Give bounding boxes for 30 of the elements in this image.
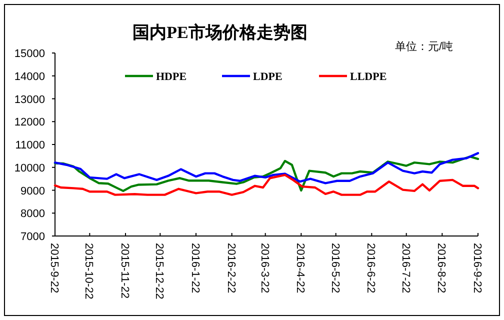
x-tick-label: 2015-12-22	[153, 243, 166, 300]
y-tick-label: 8000	[20, 208, 45, 220]
legend-label: LDPE	[253, 71, 282, 83]
x-tick-label: 2015-10-22	[82, 243, 95, 300]
x-tick-label: 2016-8-22	[435, 243, 448, 294]
x-tick-label: 2016-6-22	[364, 243, 377, 294]
x-tick-label: 2015-9-22	[48, 243, 60, 294]
x-tick-label: 2016-2-22	[224, 243, 237, 294]
x-tick-label: 2016-4-22	[294, 243, 306, 294]
y-tick-label: 7000	[20, 231, 45, 243]
y-tick-label: 15000	[14, 48, 45, 60]
legend-label: LLDPE	[350, 71, 387, 83]
x-tick-label: 2016-9-22	[471, 243, 483, 294]
y-tick-label: 11000	[15, 140, 45, 152]
x-tick-label: 2016-3-22	[258, 243, 270, 294]
y-tick-label: 10000	[14, 162, 45, 174]
line-series	[54, 152, 480, 184]
chart-title: 国内PE市场价格走势图	[132, 23, 308, 42]
y-tick-label: 13000	[14, 94, 45, 106]
annotation: 单位：元/吨	[395, 40, 454, 53]
line-series	[54, 174, 480, 196]
y-tick-label: 9000	[20, 185, 45, 198]
x-tick-label: 2016-1-22	[189, 243, 201, 294]
y-tick-label: 12000	[14, 116, 45, 129]
line-series	[54, 156, 480, 192]
legend-label: HDPE	[156, 71, 187, 83]
y-tick-label: 14000	[14, 70, 45, 83]
x-tick-label: 2015-11-22	[118, 243, 130, 298]
x-tick-label: 2016-5-22	[328, 243, 341, 294]
x-tick-label: 2016-7-22	[399, 243, 412, 294]
